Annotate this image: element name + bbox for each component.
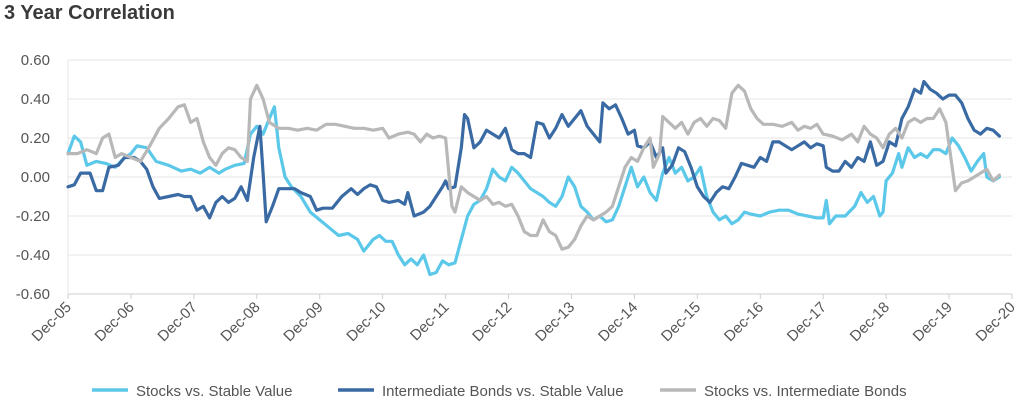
x-tick-label: Dec-07 (154, 299, 200, 345)
series-line-2 (66, 79, 1001, 224)
x-tick-label: Dec-05 (29, 299, 75, 345)
y-tick-label: 0.00 (21, 169, 50, 186)
x-tick-label: Dec-14 (595, 299, 641, 345)
y-tick-label: 0.60 (21, 52, 50, 69)
legend-label: Intermediate Bonds vs. Stable Value (382, 383, 624, 400)
x-tick-label: Dec-09 (280, 299, 326, 345)
x-tick-label: Dec-11 (407, 299, 452, 344)
y-tick-label: 0.20 (21, 130, 50, 147)
x-tick-label: Dec-17 (784, 299, 830, 345)
x-tick-label: Dec-15 (658, 299, 704, 345)
y-tick-label: -0.40 (16, 247, 50, 264)
x-tick-label: Dec-16 (721, 299, 767, 345)
chart-title: 3 Year Correlation (4, 2, 175, 24)
x-tick-label: Dec-19 (910, 299, 956, 345)
series-line-3 (66, 83, 1001, 251)
x-tick-label: Dec-12 (469, 299, 515, 345)
x-tick-label: Dec-10 (343, 299, 389, 345)
x-tick-label: Dec-13 (532, 299, 578, 345)
x-tick-label: Dec-08 (217, 299, 263, 345)
legend-label: Stocks vs. Intermediate Bonds (704, 383, 907, 400)
y-tick-label: 0.40 (21, 91, 50, 108)
y-tick-label: -0.20 (16, 208, 50, 225)
x-tick-label: Dec-20 (973, 299, 1019, 345)
legend-label: Stocks vs. Stable Value (136, 383, 292, 400)
x-tick-label: Dec-18 (847, 299, 893, 345)
y-tick-label: -0.60 (16, 286, 50, 303)
x-tick-label: Dec-06 (92, 299, 138, 345)
